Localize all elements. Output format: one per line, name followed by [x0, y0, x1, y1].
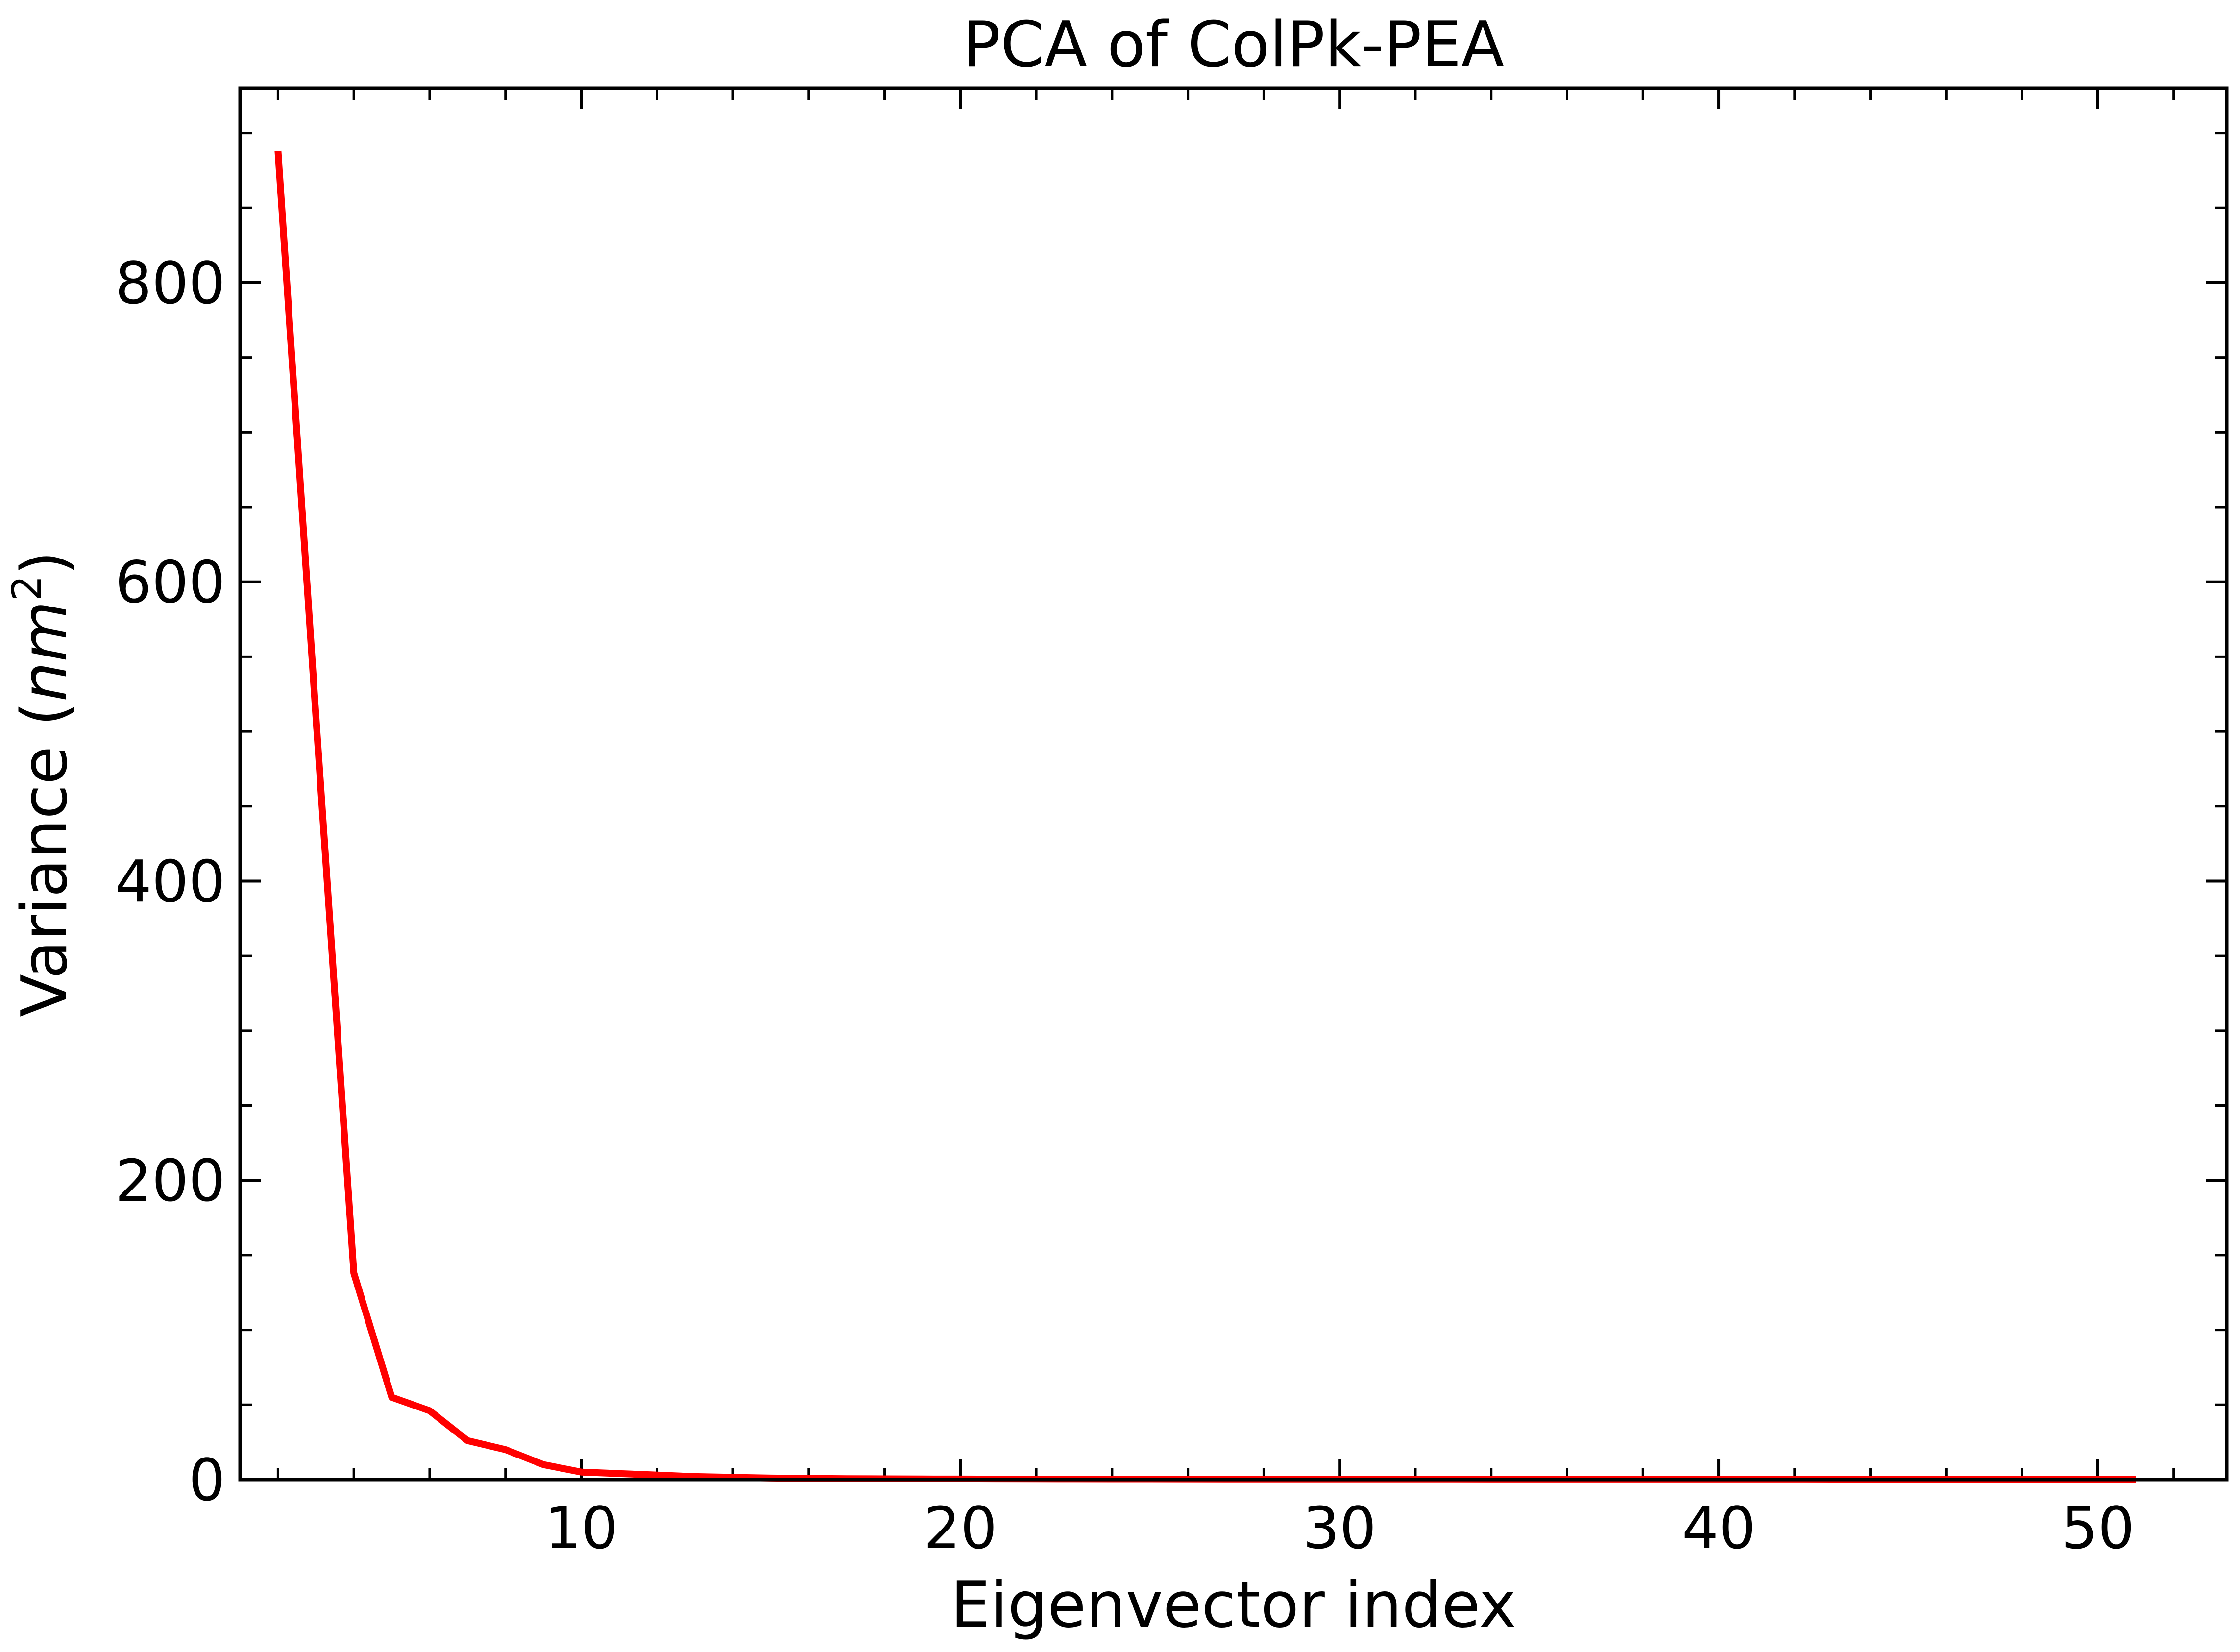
- y-tick-label: 600: [115, 549, 225, 616]
- y-axis-label-exponent: 2: [4, 575, 50, 601]
- y-tick-label: 200: [115, 1147, 225, 1215]
- y-axis-label: Variance (nm2): [4, 551, 81, 1017]
- y-axis-label-prefix: Variance (: [8, 702, 81, 1017]
- x-axis-label: Eigenvector index: [950, 1569, 1516, 1642]
- x-tick-label: 20: [924, 1494, 997, 1562]
- axis-ticks: 10 20 30 40 50 0 200 400 600 800: [115, 88, 2227, 1562]
- x-tick-label: 40: [1682, 1494, 1755, 1562]
- plot-frame: [238, 86, 2229, 1482]
- y-tick-label: 0: [189, 1446, 225, 1514]
- y-tick-label: 800: [115, 249, 225, 317]
- chart-title: PCA of ColPk-PEA: [963, 8, 1504, 81]
- x-tick-label: 30: [1303, 1494, 1376, 1562]
- x-tick-label: 50: [2061, 1494, 2135, 1562]
- y-tick-label: 400: [115, 848, 225, 915]
- y-axis-label-suffix: ): [8, 551, 81, 575]
- x-tick-label: 10: [544, 1494, 618, 1562]
- y-axis-label-unit: nm: [8, 601, 81, 702]
